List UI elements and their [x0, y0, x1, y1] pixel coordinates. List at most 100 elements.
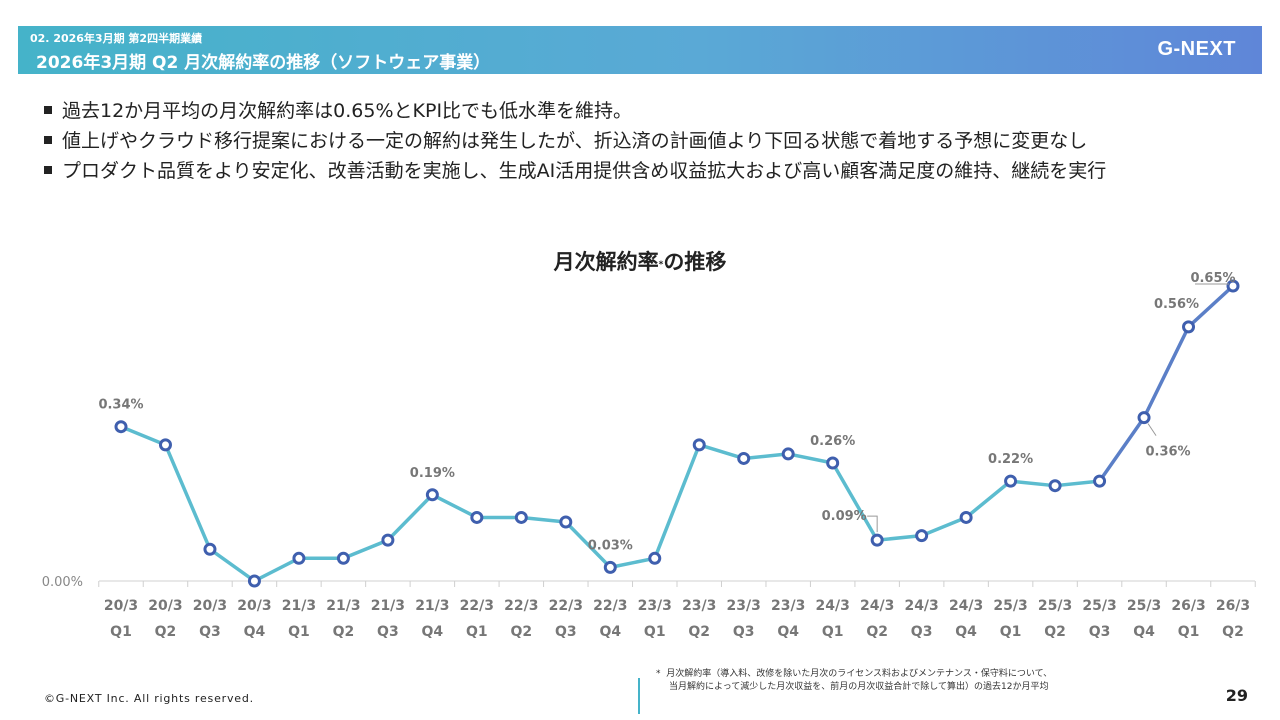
data-label: 0.09%	[822, 509, 867, 524]
data-label-leader	[867, 515, 878, 533]
x-tick-label-quarter: Q2	[333, 624, 355, 640]
x-tick-label-year: 22/3	[460, 598, 494, 614]
x-tick-label-year: 24/3	[816, 598, 850, 614]
footnote-text-2: 当月解約によって減少した月次収益を、前月の月次収益合計で除して算出）の過去12か…	[669, 682, 1049, 692]
y-axis-label: 0.00%	[42, 575, 83, 590]
data-point	[737, 451, 751, 465]
bullet-item: 過去12か月平均の月次解約率は0.65%とKPI比でも低水準を維持。	[44, 96, 1106, 126]
data-point	[247, 574, 261, 588]
x-tick-label-year: 24/3	[904, 598, 938, 614]
x-tick-label-quarter: Q1	[110, 624, 132, 640]
copyright: ©G-NEXT Inc. All rights reserved.	[44, 692, 254, 705]
series-line	[120, 425, 1100, 583]
data-label: 0.03%	[588, 538, 633, 553]
footnote-divider	[638, 678, 640, 714]
page-title: 2026年3月期 Q2 月次解約率の推移（ソフトウェア事業）	[36, 53, 491, 73]
x-tick-label-quarter: Q2	[688, 624, 710, 640]
x-tick-label-quarter: Q1	[822, 624, 844, 640]
x-tick-label-quarter: Q4	[422, 624, 444, 640]
data-point	[514, 510, 528, 524]
x-tick-label-quarter: Q3	[199, 624, 221, 640]
x-tick-label-year: 24/3	[860, 598, 894, 614]
data-point	[1137, 411, 1151, 425]
x-tick-label-year: 22/3	[593, 598, 627, 614]
company-logo: G-NEXT	[1157, 38, 1236, 60]
x-tick-label-year: 21/3	[415, 598, 449, 614]
x-tick-label-year: 25/3	[993, 598, 1027, 614]
x-tick-label-year: 20/3	[148, 598, 182, 614]
data-point	[781, 447, 795, 461]
x-tick-label-quarter: Q2	[510, 624, 532, 640]
bullet-square-icon	[44, 105, 52, 114]
data-label: 0.26%	[810, 434, 855, 449]
page-number: 29	[1225, 686, 1248, 705]
x-tick-label-quarter: Q4	[244, 624, 266, 640]
x-tick-label-year: 23/3	[771, 598, 805, 614]
x-tick-label-quarter: Q1	[1178, 624, 1200, 640]
data-label: 0.22%	[988, 452, 1033, 467]
x-tick-label-quarter: Q1	[288, 624, 310, 640]
bullet-square-icon	[44, 165, 52, 174]
x-tick-label-quarter: Q1	[466, 624, 488, 640]
footnote: * 月次解約率（導入料、改修を除いた月次のライセンス料およびメンテナンス・保守料…	[656, 668, 1052, 694]
data-label-leader	[1147, 423, 1157, 436]
x-tick-label-year: 25/3	[1127, 598, 1161, 614]
chart-title-suffix: の推移	[663, 250, 727, 274]
data-point	[870, 533, 884, 547]
data-point	[292, 551, 306, 565]
x-tick-label-year: 22/3	[549, 598, 583, 614]
data-point	[336, 551, 350, 565]
chart-title: 月次解約率*の推移	[0, 246, 1280, 276]
data-label: 0.19%	[410, 466, 455, 481]
x-tick-label-quarter: Q2	[1222, 624, 1244, 640]
data-point	[1093, 474, 1107, 488]
data-label: 0.34%	[98, 398, 143, 413]
x-tick-label-quarter: Q3	[911, 624, 933, 640]
x-tick-label-year: 20/3	[104, 598, 138, 614]
bullet-item: 値上げやクラウド移行提案における一定の解約は発生したが、折込済の計画値より下回る…	[44, 126, 1106, 156]
data-point	[826, 456, 840, 470]
data-label: 0.65%	[1190, 271, 1235, 286]
footnote-line-1: * 月次解約率（導入料、改修を除いた月次のライセンス料およびメンテナンス・保守料…	[656, 668, 1052, 681]
data-point	[1226, 279, 1240, 293]
x-tick-label-year: 23/3	[727, 598, 761, 614]
data-point	[1004, 474, 1018, 488]
x-tick-label-quarter: Q3	[1089, 624, 1111, 640]
bullet-item: プロダクト品質をより安定化、改善活動を実施し、生成AI活用提供含め収益拡大および…	[44, 156, 1106, 186]
x-tick-label-year: 25/3	[1038, 598, 1072, 614]
section-subtitle: 02. 2026年3月期 第2四半期業績	[30, 32, 203, 45]
data-point	[470, 510, 484, 524]
data-point	[425, 488, 439, 502]
series-line-recent	[1098, 284, 1235, 483]
data-point	[114, 420, 128, 434]
x-tick-label-quarter: Q3	[377, 624, 399, 640]
data-point	[1048, 479, 1062, 493]
x-tick-label-quarter: Q2	[866, 624, 888, 640]
x-tick-label-year: 26/3	[1216, 598, 1250, 614]
data-point	[959, 510, 973, 524]
data-label: 0.36%	[1145, 445, 1190, 460]
x-tick-label-year: 21/3	[282, 598, 316, 614]
x-tick-label-year: 23/3	[638, 598, 672, 614]
x-tick-label-quarter: Q1	[644, 624, 666, 640]
data-point	[158, 438, 172, 452]
x-tick-label-quarter: Q4	[599, 624, 621, 640]
bullet-list: 過去12か月平均の月次解約率は0.65%とKPI比でも低水準を維持。 値上げやク…	[44, 96, 1106, 186]
data-point	[559, 515, 573, 529]
chart-title-main: 月次解約率	[553, 250, 659, 274]
header-band	[18, 26, 1262, 74]
x-tick-label-quarter: Q3	[733, 624, 755, 640]
footnote-mark: *	[656, 669, 661, 679]
bullet-square-icon	[44, 135, 52, 144]
bullet-text: 値上げやクラウド移行提案における一定の解約は発生したが、折込済の計画値より下回る…	[62, 130, 1088, 152]
x-tick-label-quarter: Q1	[1000, 624, 1022, 640]
x-tick-label-year: 23/3	[682, 598, 716, 614]
x-tick-label-quarter: Q2	[1044, 624, 1066, 640]
x-tick-label-year: 22/3	[504, 598, 538, 614]
x-tick-label-year: 25/3	[1082, 598, 1116, 614]
x-tick-label-year: 26/3	[1171, 598, 1205, 614]
chart-title-mark: *	[658, 260, 664, 270]
data-point	[1182, 320, 1196, 334]
footnote-line-2: 当月解約によって減少した月次収益を、前月の月次収益合計で除して算出）の過去12か…	[656, 681, 1052, 694]
